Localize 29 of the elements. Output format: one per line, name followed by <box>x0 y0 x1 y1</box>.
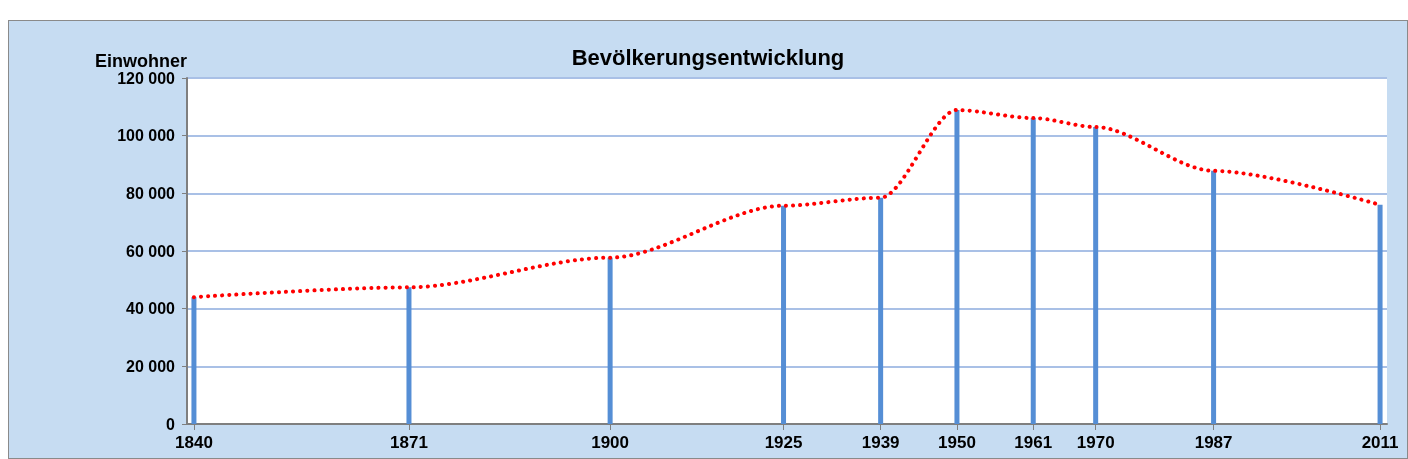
bar <box>191 297 197 424</box>
y-axis-title: Einwohner <box>94 51 187 72</box>
y-tick-label: 120 000 <box>117 69 176 87</box>
x-tick-label: 1950 <box>938 433 976 452</box>
x-tick-label: 1900 <box>591 433 630 452</box>
bar <box>954 110 960 424</box>
x-tick-label: 1939 <box>861 433 900 452</box>
x-tick-label: 1970 <box>1076 433 1115 452</box>
chart-title: Bevölkerungsentwicklung <box>571 44 845 70</box>
bar <box>781 205 787 424</box>
bar <box>1030 118 1036 424</box>
x-tick-label: 1987 <box>1194 433 1233 452</box>
y-tick-label: 40 000 <box>126 300 176 318</box>
bar <box>1093 127 1099 424</box>
bar <box>878 197 884 424</box>
x-tick-label: 2011 <box>1361 433 1399 452</box>
y-tick-label: 100 000 <box>117 127 176 145</box>
y-tick-label: 20 000 <box>126 357 176 375</box>
y-tick-label: 0 <box>166 415 176 433</box>
bar <box>406 287 412 424</box>
x-tick-label: 1925 <box>764 433 803 452</box>
x-tick-label: 1871 <box>390 433 428 452</box>
bar <box>1377 204 1383 424</box>
x-tick-label: 1961 <box>1014 433 1053 452</box>
bar <box>607 257 613 424</box>
y-tick-label: 80 000 <box>126 184 176 202</box>
x-tick-label: 1840 <box>175 433 213 452</box>
y-tick-label: 60 000 <box>126 242 176 260</box>
bar <box>1211 170 1217 424</box>
